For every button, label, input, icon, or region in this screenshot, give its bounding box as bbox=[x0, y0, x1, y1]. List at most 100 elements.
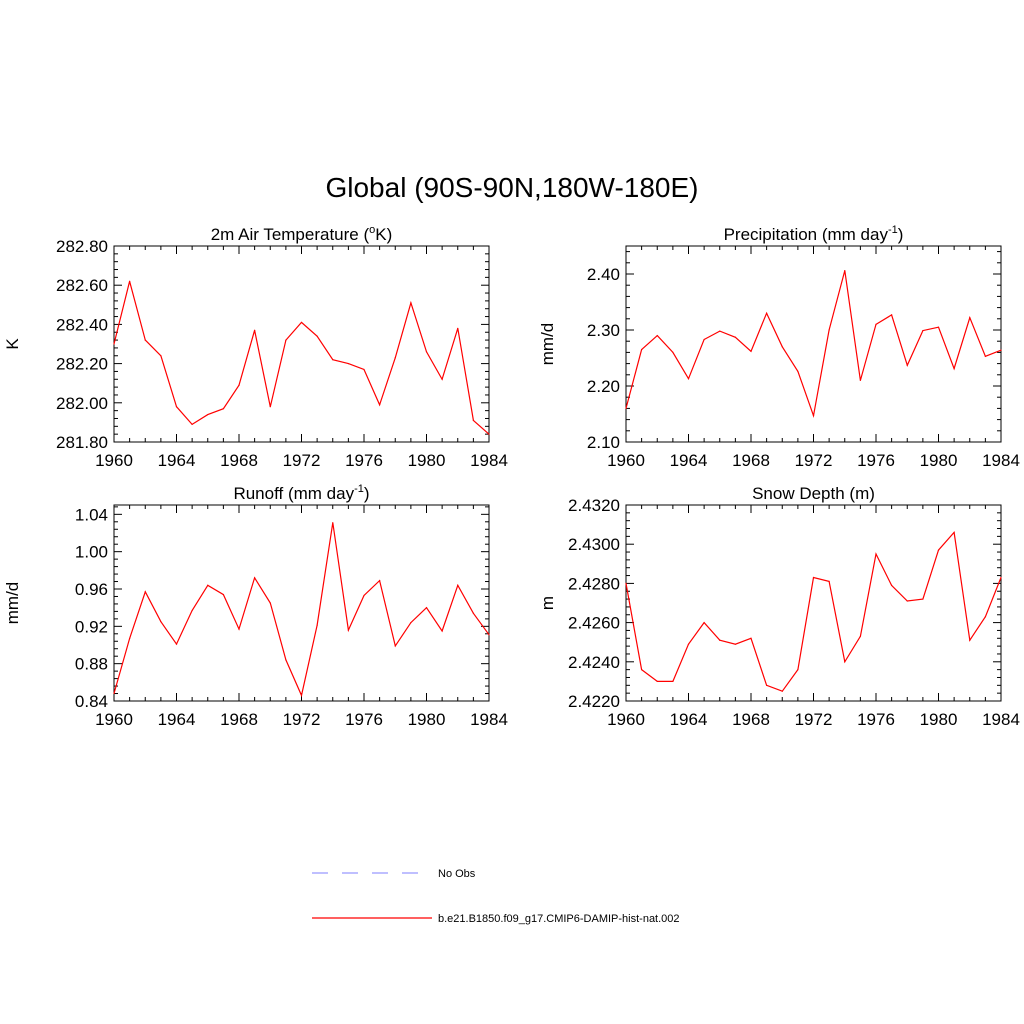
data-point bbox=[687, 378, 690, 380]
data-point bbox=[969, 639, 971, 641]
panel-title: Snow Depth (m) bbox=[752, 484, 875, 503]
data-point bbox=[285, 339, 287, 341]
x-tick-label: 1964 bbox=[158, 451, 196, 470]
chart-panel-1: 1960 1964 1968 1972 1976 1980 1984 281.80 282.00… bbox=[3, 224, 508, 470]
data-point bbox=[703, 338, 705, 341]
data-point bbox=[332, 522, 334, 524]
data-point bbox=[672, 680, 674, 683]
y-tick-label: 282.80 bbox=[56, 237, 108, 256]
x-tick-label: 1984 bbox=[470, 710, 508, 729]
data-point bbox=[750, 350, 752, 352]
data-point bbox=[734, 336, 736, 338]
data-point bbox=[472, 419, 474, 422]
plot-frame bbox=[625, 504, 1002, 702]
chart-panel-2: 1960 1964 1968 1972 1976 1980 1984 2.10 2.20 2.30… bbox=[538, 224, 1020, 470]
panel-title: 2m Air Temperature (oK) bbox=[211, 224, 393, 244]
data-point bbox=[797, 370, 799, 373]
legend: No Obs b.e21.B1850.f09_g17.CMIP6-DAMIP-hi… bbox=[312, 868, 680, 925]
x-tick-label: 1964 bbox=[158, 710, 196, 729]
data-point bbox=[472, 612, 474, 614]
data-point bbox=[672, 351, 674, 353]
data-point bbox=[906, 600, 908, 602]
data-point bbox=[254, 329, 256, 331]
y-axis-label: mm/d bbox=[538, 323, 557, 366]
data-point bbox=[891, 584, 893, 586]
series-line bbox=[625, 270, 1002, 419]
y-tick-label: 0.96 bbox=[75, 580, 108, 599]
data-point bbox=[828, 580, 830, 583]
series-line bbox=[113, 281, 490, 435]
data-point bbox=[207, 584, 209, 586]
data-point bbox=[844, 661, 846, 663]
data-point bbox=[812, 576, 815, 579]
y-tick-label: 282.60 bbox=[56, 276, 108, 295]
data-point bbox=[347, 629, 349, 631]
x-tick-label: 1972 bbox=[283, 451, 321, 470]
data-point bbox=[394, 357, 396, 359]
data-point bbox=[222, 594, 224, 596]
x-tick-label: 1984 bbox=[982, 710, 1020, 729]
data-point bbox=[347, 363, 349, 365]
data-point bbox=[984, 355, 986, 357]
chart-panel-4: 1960 1964 1968 1972 1976 1980 1984 2.4220 2.4240… bbox=[538, 484, 1020, 729]
data-point bbox=[379, 404, 381, 406]
data-point bbox=[222, 408, 224, 410]
data-point bbox=[457, 584, 459, 586]
data-point bbox=[875, 553, 877, 555]
x-tick-label: 1972 bbox=[795, 710, 833, 729]
data-point bbox=[160, 355, 162, 357]
data-point bbox=[425, 351, 428, 353]
x-tick-label: 1972 bbox=[283, 710, 321, 729]
data-point bbox=[781, 690, 783, 692]
data-point bbox=[828, 329, 830, 331]
y-tick-label: 2.4320 bbox=[568, 496, 620, 515]
data-point bbox=[656, 335, 658, 337]
data-point bbox=[969, 317, 971, 319]
data-point bbox=[984, 616, 986, 618]
x-tick-label: 1984 bbox=[470, 451, 508, 470]
data-point bbox=[859, 379, 861, 381]
data-point bbox=[160, 621, 162, 623]
data-point bbox=[922, 329, 924, 332]
data-point bbox=[129, 637, 131, 640]
y-tick-label: 2.20 bbox=[587, 377, 620, 396]
plot-frame bbox=[113, 245, 490, 443]
data-point bbox=[238, 628, 240, 630]
data-point bbox=[844, 270, 846, 272]
y-tick-label: 0.92 bbox=[75, 617, 108, 636]
x-tick-label: 1968 bbox=[220, 710, 258, 729]
data-point bbox=[953, 531, 955, 534]
data-point bbox=[719, 639, 721, 641]
data-point bbox=[937, 549, 940, 551]
data-point bbox=[129, 280, 131, 282]
y-tick-label: 2.4240 bbox=[568, 653, 620, 672]
x-tick-label: 1984 bbox=[982, 451, 1020, 470]
data-point bbox=[625, 407, 627, 409]
y-tick-label: 282.40 bbox=[56, 315, 108, 334]
data-point bbox=[300, 694, 303, 697]
y-tick-label: 281.80 bbox=[56, 433, 108, 452]
data-point bbox=[719, 330, 721, 332]
data-point bbox=[316, 624, 318, 627]
panel-title: Precipitation (mm day-1) bbox=[724, 224, 904, 244]
data-point bbox=[191, 423, 193, 425]
data-point bbox=[441, 378, 443, 380]
x-tick-label: 1968 bbox=[732, 451, 770, 470]
data-point bbox=[687, 643, 690, 645]
chart-panel-3: 1960 1964 1968 1972 1976 1980 1984 0.84 0.88 0.92… bbox=[3, 483, 508, 729]
data-point bbox=[238, 384, 240, 386]
data-point bbox=[269, 406, 271, 408]
panel-title: Runoff (mm day-1) bbox=[233, 483, 369, 503]
x-tick-label: 1976 bbox=[345, 710, 383, 729]
data-point bbox=[457, 327, 459, 329]
y-tick-label: 2.4260 bbox=[568, 614, 620, 633]
x-tick-label: 1980 bbox=[408, 710, 446, 729]
y-tick-label: 282.20 bbox=[56, 355, 108, 374]
data-point bbox=[953, 368, 955, 370]
data-point bbox=[113, 343, 115, 345]
y-tick-label: 282.00 bbox=[56, 394, 108, 413]
data-point bbox=[875, 323, 877, 325]
x-tick-label: 1980 bbox=[408, 451, 446, 470]
data-point bbox=[300, 321, 303, 324]
legend-label-1: No Obs bbox=[438, 868, 476, 880]
